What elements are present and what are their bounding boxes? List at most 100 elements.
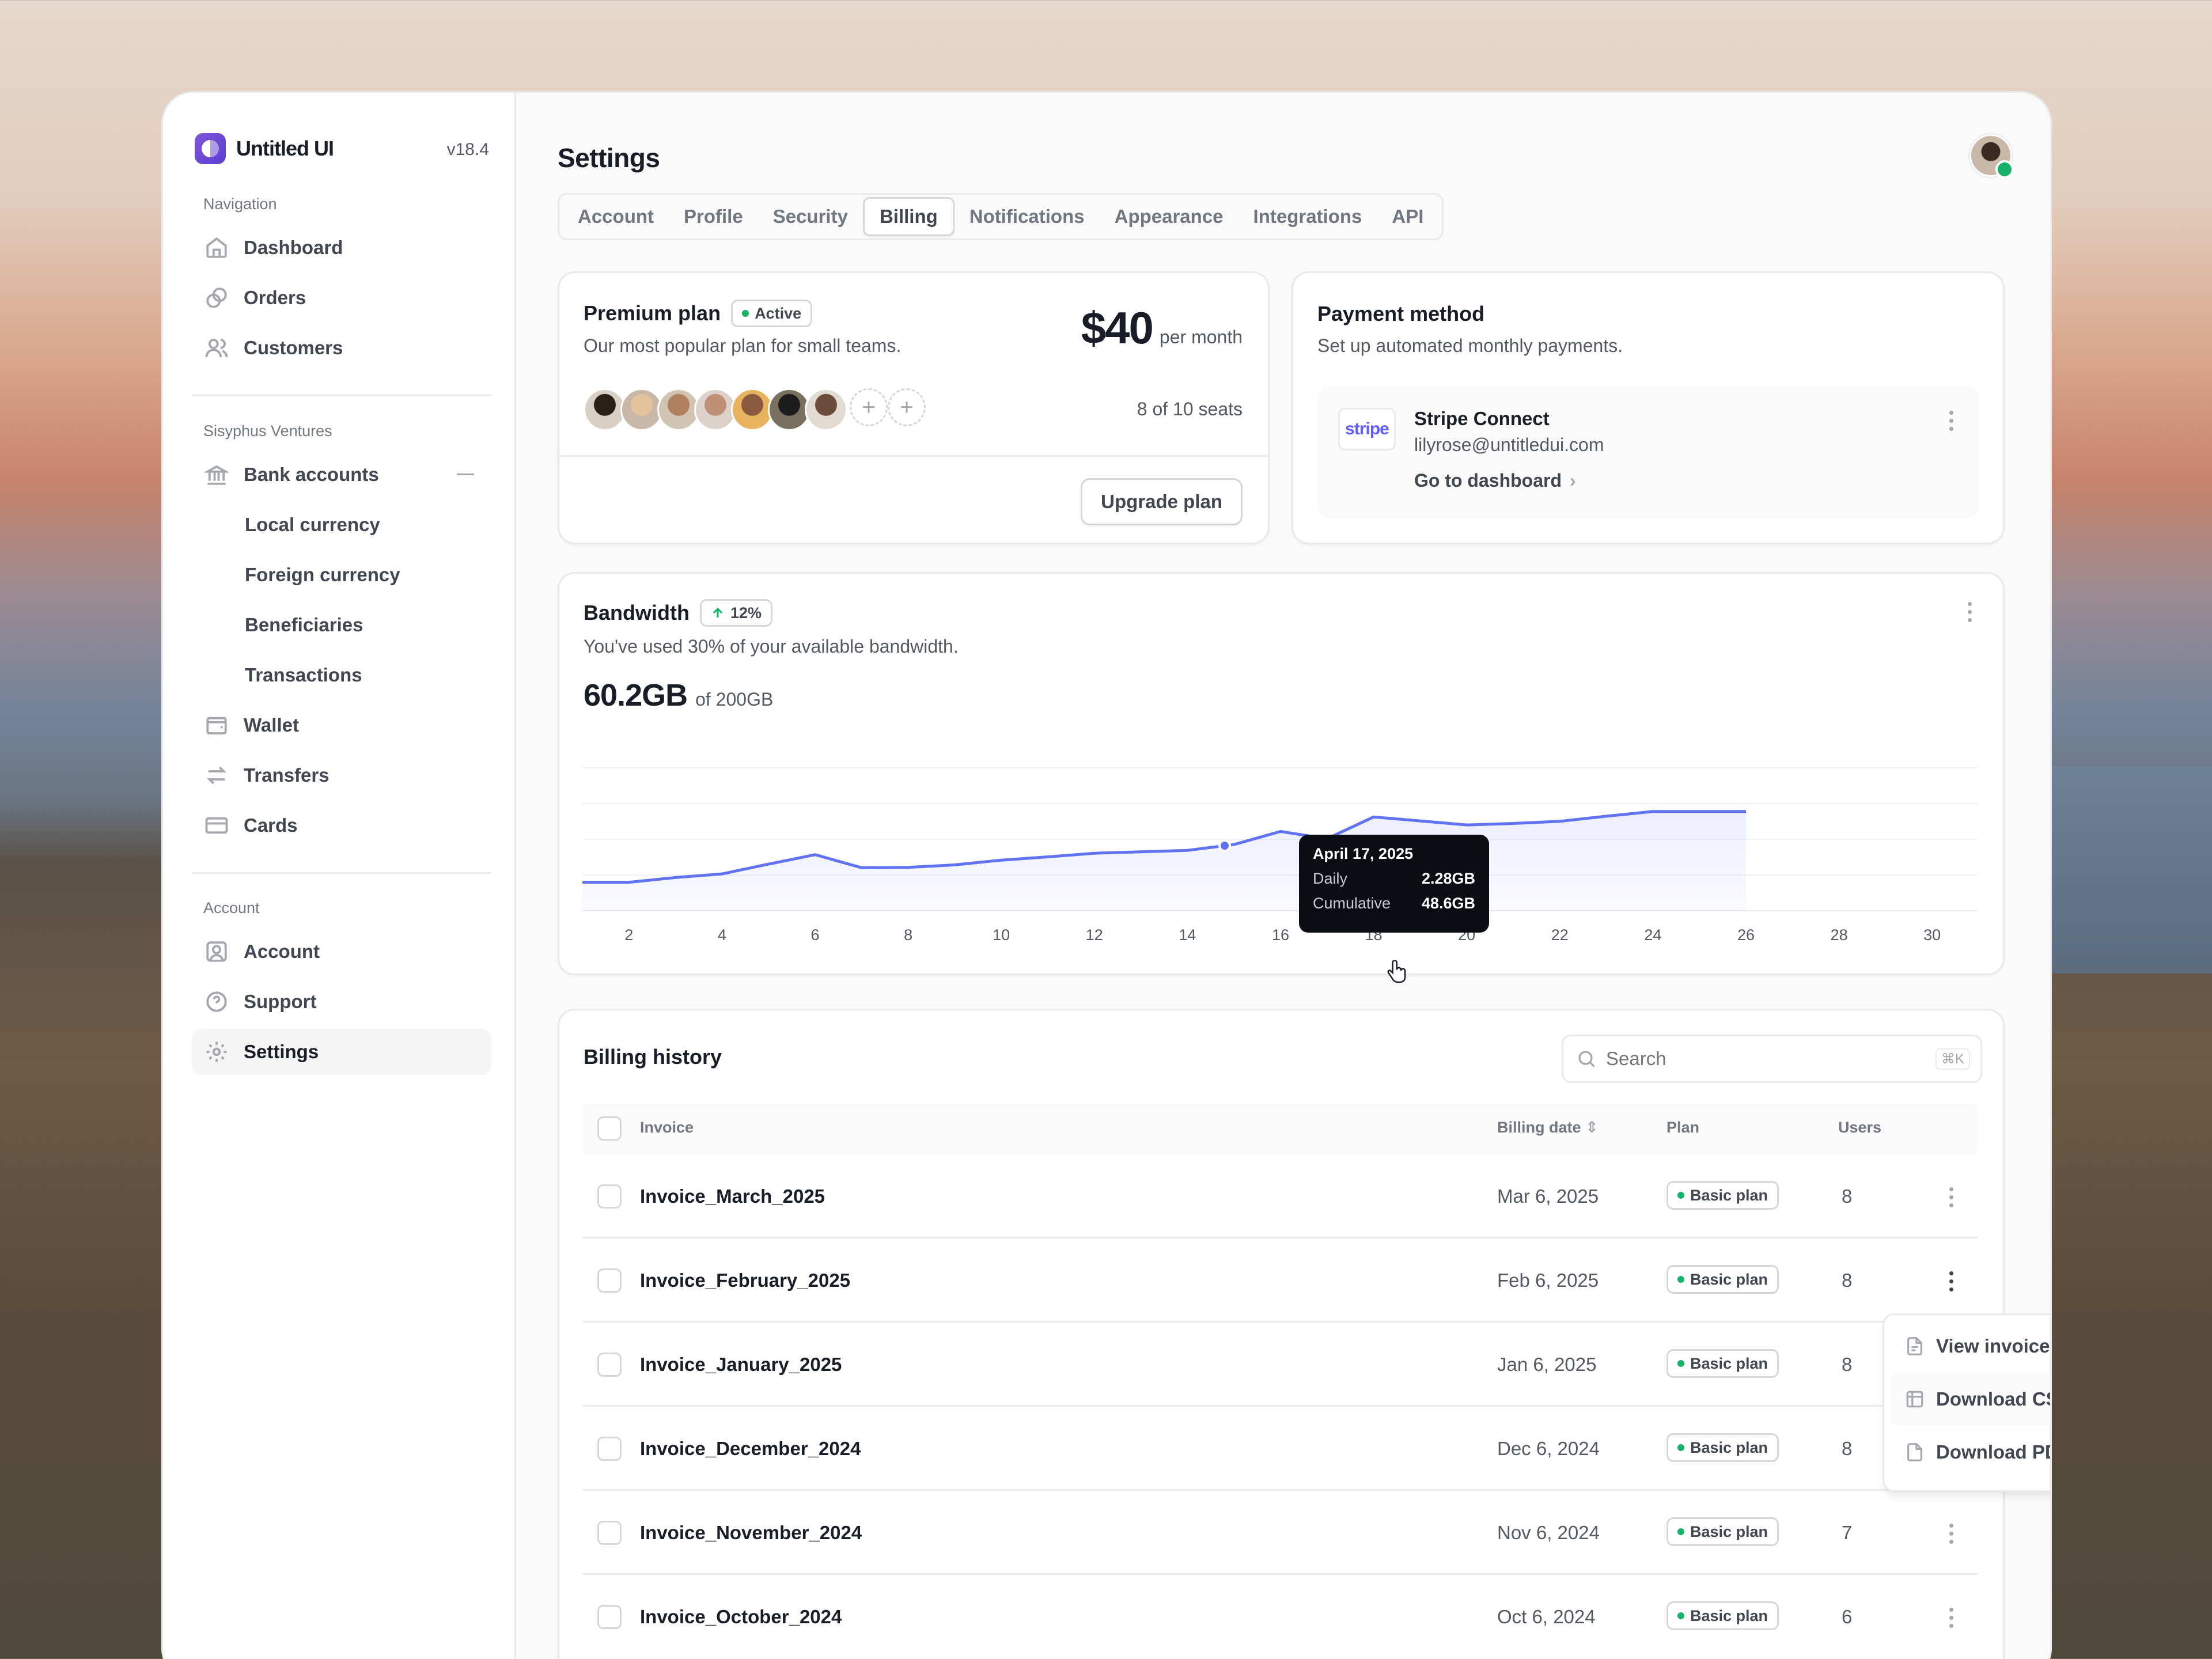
avatar[interactable] — [620, 388, 663, 431]
go-to-dashboard-link[interactable]: Go to dashboard › — [1414, 470, 1576, 491]
row-checkbox[interactable] — [597, 1521, 622, 1545]
row-menu-icon-active[interactable] — [1940, 1264, 1963, 1298]
plan-label: Basic plan — [1690, 1186, 1768, 1204]
sidebar-item-cards[interactable]: Cards — [192, 802, 491, 849]
billing-date: Feb 6, 2025 — [1497, 1270, 1599, 1291]
billing-search: ⌘K — [1562, 1035, 1982, 1083]
plan-badge: Basic plan — [1666, 1349, 1779, 1378]
row-menu-icon[interactable] — [1940, 1516, 1963, 1551]
avatar[interactable] — [657, 388, 700, 431]
sidebar-item-account[interactable]: Account — [192, 929, 491, 975]
row-actions-menu: View invoice Download CSV Download PDF — [1883, 1313, 2050, 1492]
user-square-icon — [204, 940, 229, 964]
avatar[interactable] — [584, 388, 626, 431]
tab-security[interactable]: Security — [772, 206, 848, 227]
table-row[interactable]: Invoice_October_2024 Oct 6, 2024 Basic p… — [582, 1575, 1978, 1659]
user-avatar[interactable] — [1969, 134, 2014, 179]
search-input[interactable] — [1606, 1048, 1906, 1070]
sidebar-item-beneficiaries[interactable]: Beneficiaries — [192, 602, 491, 648]
bandwidth-menu-icon[interactable] — [1958, 594, 1981, 629]
column-plan: Plan — [1666, 1119, 1700, 1136]
sidebar-item-transfers[interactable]: Transfers — [192, 752, 491, 798]
chart-area — [582, 811, 1746, 911]
sidebar-item-orders[interactable]: Orders — [192, 275, 491, 321]
billing-date: Oct 6, 2024 — [1497, 1606, 1596, 1627]
row-menu-icon[interactable] — [1940, 1600, 1963, 1635]
sidebar-item-dashboard[interactable]: Dashboard — [192, 225, 491, 271]
sidebar-item-customers[interactable]: Customers — [192, 325, 491, 371]
x-tick-label: 6 — [810, 926, 820, 944]
plan-label: Basic plan — [1690, 1522, 1768, 1540]
tooltip-cumulative-row: Cumulative 48.6GB — [1313, 895, 1475, 912]
row-checkbox[interactable] — [597, 1353, 622, 1377]
table-row[interactable]: Invoice_December_2024 Dec 6, 2024 Basic … — [582, 1407, 1978, 1491]
add-member-icon[interactable]: + — [888, 388, 926, 426]
table-header: Invoice Billing date ⇕ Plan Users — [582, 1104, 1978, 1154]
plan-title: Premium plan — [584, 301, 721, 325]
sidebar-item-wallet[interactable]: Wallet — [192, 702, 491, 748]
invoice-name: Invoice_November_2024 — [640, 1522, 862, 1543]
tab-account[interactable]: Account — [578, 206, 654, 227]
tab-billing[interactable]: Billing — [862, 197, 955, 236]
column-billing-date[interactable]: Billing date ⇕ — [1497, 1119, 1599, 1137]
bandwidth-used: 60.2GB — [584, 678, 688, 713]
x-tick-label: 26 — [1737, 926, 1755, 944]
brand[interactable]: Untitled UI — [195, 133, 334, 164]
users-count: 7 — [1842, 1522, 1853, 1543]
team-avatars: + + — [584, 388, 926, 431]
sidebar-item-bank-accounts[interactable]: Bank accounts — [192, 452, 491, 498]
bandwidth-title: Bandwidth — [584, 601, 690, 624]
add-member-icon[interactable]: + — [850, 388, 888, 426]
tab-notifications[interactable]: Notifications — [969, 206, 1085, 227]
plan-badge: Basic plan — [1666, 1265, 1779, 1294]
users-count: 8 — [1842, 1354, 1853, 1375]
row-checkbox[interactable] — [597, 1437, 622, 1461]
table-row[interactable]: Invoice_January_2025 Jan 6, 2025 Basic p… — [582, 1323, 1978, 1407]
file-icon — [1907, 1443, 1922, 1461]
version-label: v18.4 — [446, 140, 489, 159]
menu-item-download-csv[interactable]: Download CSV — [1891, 1373, 2050, 1426]
table-icon — [1906, 1391, 1923, 1408]
tab-profile[interactable]: Profile — [684, 206, 743, 227]
upgrade-plan-button[interactable]: Upgrade plan — [1081, 478, 1243, 525]
sidebar-item-settings[interactable]: Settings — [192, 1029, 491, 1075]
avatar[interactable] — [731, 388, 774, 431]
sidebar-item-foreign-currency[interactable]: Foreign currency — [192, 552, 491, 598]
row-checkbox[interactable] — [597, 1184, 622, 1209]
row-checkbox[interactable] — [597, 1268, 622, 1293]
billing-date: Nov 6, 2024 — [1497, 1522, 1600, 1543]
chevron-right-icon: › — [1570, 470, 1576, 491]
table-row[interactable]: Invoice_February_2025 Feb 6, 2025 Basic … — [582, 1238, 1978, 1323]
menu-item-label: Download PDF — [1936, 1441, 2050, 1463]
tab-api[interactable]: API — [1392, 206, 1424, 227]
sidebar-item-label: Settings — [244, 1041, 319, 1062]
table-row[interactable]: Invoice_March_2025 Mar 6, 2025 Basic pla… — [582, 1154, 1978, 1238]
provider-menu-icon[interactable] — [1940, 403, 1963, 438]
bandwidth-chart[interactable] — [582, 766, 1979, 911]
chart-hover-point[interactable] — [1218, 839, 1232, 853]
sidebar-item-label: Support — [244, 991, 317, 1012]
sidebar-item-label: Transactions — [245, 664, 362, 685]
collapse-icon[interactable] — [457, 474, 474, 475]
row-menu-icon[interactable] — [1940, 1180, 1963, 1214]
users-count: 8 — [1842, 1185, 1853, 1207]
avatar[interactable] — [805, 388, 847, 431]
transfer-icon — [204, 763, 229, 787]
tab-integrations[interactable]: Integrations — [1253, 206, 1362, 227]
sidebar-item-transactions[interactable]: Transactions — [192, 652, 491, 698]
avatar[interactable] — [694, 388, 737, 431]
tab-appearance[interactable]: Appearance — [1114, 206, 1224, 227]
card-icon — [204, 813, 229, 838]
sidebar-item-label: Bank accounts — [244, 464, 379, 485]
page-title: Settings — [558, 143, 660, 173]
avatar[interactable] — [768, 388, 810, 431]
select-all-checkbox[interactable] — [597, 1116, 622, 1141]
menu-item-view-invoice[interactable]: View invoice — [1891, 1320, 2050, 1373]
card-divider — [559, 455, 1268, 457]
x-tick-label: 8 — [904, 926, 913, 944]
menu-item-download-pdf[interactable]: Download PDF — [1891, 1426, 2050, 1479]
row-checkbox[interactable] — [597, 1605, 622, 1629]
table-row[interactable]: Invoice_November_2024 Nov 6, 2024 Basic … — [582, 1491, 1978, 1575]
sidebar-item-local-currency[interactable]: Local currency — [192, 502, 491, 548]
sidebar-item-support[interactable]: Support — [192, 979, 491, 1025]
